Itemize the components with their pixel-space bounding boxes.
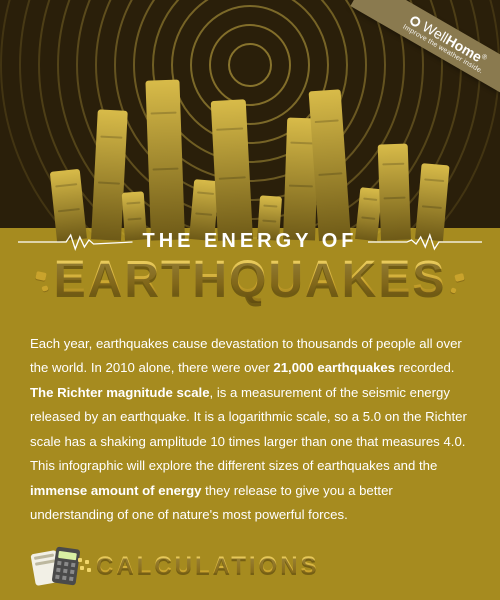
infographic-page: WellHome® Improve the weather inside. TH… xyxy=(0,0,500,600)
paragraph-bold: 21,000 earthquakes xyxy=(273,360,395,375)
intro-paragraph: Each year, earthquakes cause devastation… xyxy=(30,332,470,527)
section-crumbs-icon xyxy=(78,558,90,572)
calculations-section-header: CALCULATIONS xyxy=(30,544,320,588)
title-line-2: EARTHQUAKES xyxy=(54,255,447,303)
title-line-1-row: THE ENERGY OF xyxy=(0,230,500,253)
paragraph-bold: The Richter magnitude scale xyxy=(30,385,210,400)
title-line-1: THE ENERGY OF xyxy=(143,230,358,253)
section-title: CALCULATIONS xyxy=(96,552,320,580)
title-block: THE ENERGY OF EARTHQUAKES xyxy=(0,230,500,303)
cracked-skyline xyxy=(0,65,500,240)
seismograph-left-icon xyxy=(18,232,133,252)
calculator-notepad-icon xyxy=(30,544,82,588)
paragraph-bold: immense amount of energy xyxy=(30,483,201,498)
paragraph-text: recorded. xyxy=(395,360,454,375)
seismograph-right-icon xyxy=(368,232,483,252)
